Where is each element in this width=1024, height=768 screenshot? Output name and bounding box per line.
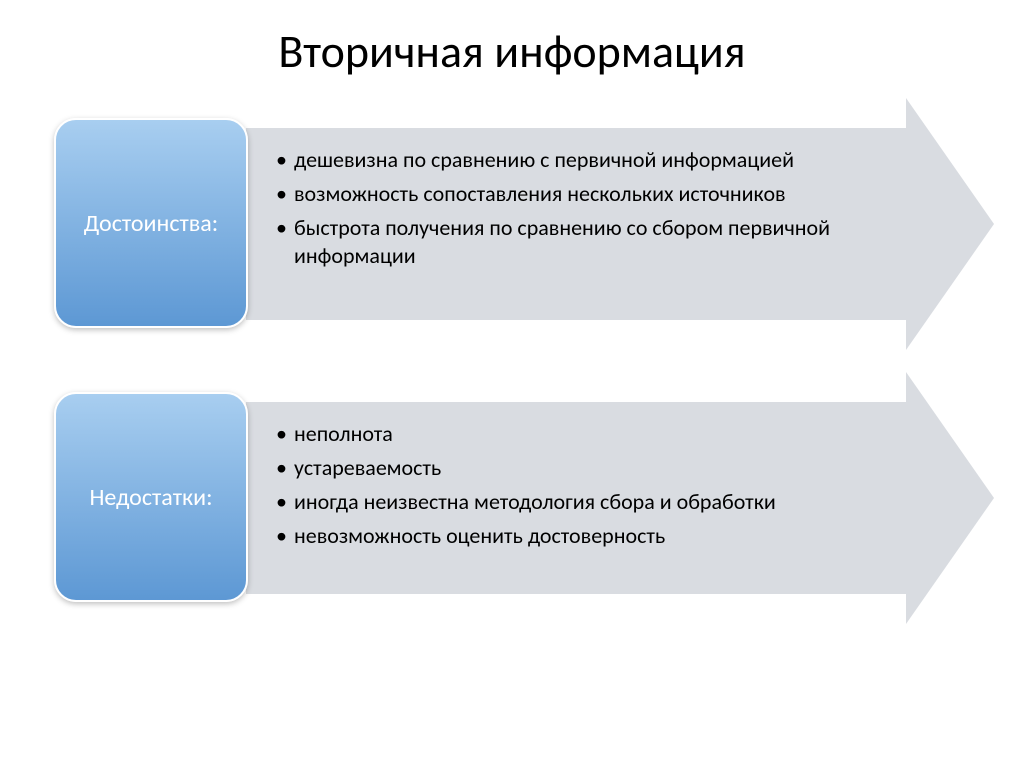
bullet: невозможность оценить достоверность: [276, 522, 884, 550]
bullets-disadvantages: неполнота устареваемость иногда неизвест…: [246, 402, 906, 575]
label-text: Достоинства:: [84, 209, 218, 238]
label-text: Недостатки:: [89, 483, 212, 512]
label-disadvantages: Недостатки:: [54, 392, 248, 602]
bullet: быстрота получения по сравнению со сборо…: [276, 214, 884, 270]
bullet: неполнота: [276, 420, 884, 448]
arrow-head-advantages: [906, 98, 994, 350]
slide: Вторичная информация дешевизна по сравне…: [0, 0, 1024, 768]
bullets-advantages: дешевизна по сравнению с первичной инфор…: [246, 128, 906, 295]
arrow-head-disadvantages: [906, 372, 994, 624]
slide-title: Вторичная информация: [0, 24, 1024, 80]
bullet: устареваемость: [276, 454, 884, 482]
label-advantages: Достоинства:: [54, 118, 248, 328]
bullet: дешевизна по сравнению с первичной инфор…: [276, 146, 884, 174]
bullet: иногда неизвестна методология сбора и об…: [276, 488, 884, 516]
bullet: возможность сопоставления нескольких ист…: [276, 180, 884, 208]
arrow-body-disadvantages: неполнота устареваемость иногда неизвест…: [246, 402, 906, 594]
arrow-body-advantages: дешевизна по сравнению с первичной инфор…: [246, 128, 906, 320]
